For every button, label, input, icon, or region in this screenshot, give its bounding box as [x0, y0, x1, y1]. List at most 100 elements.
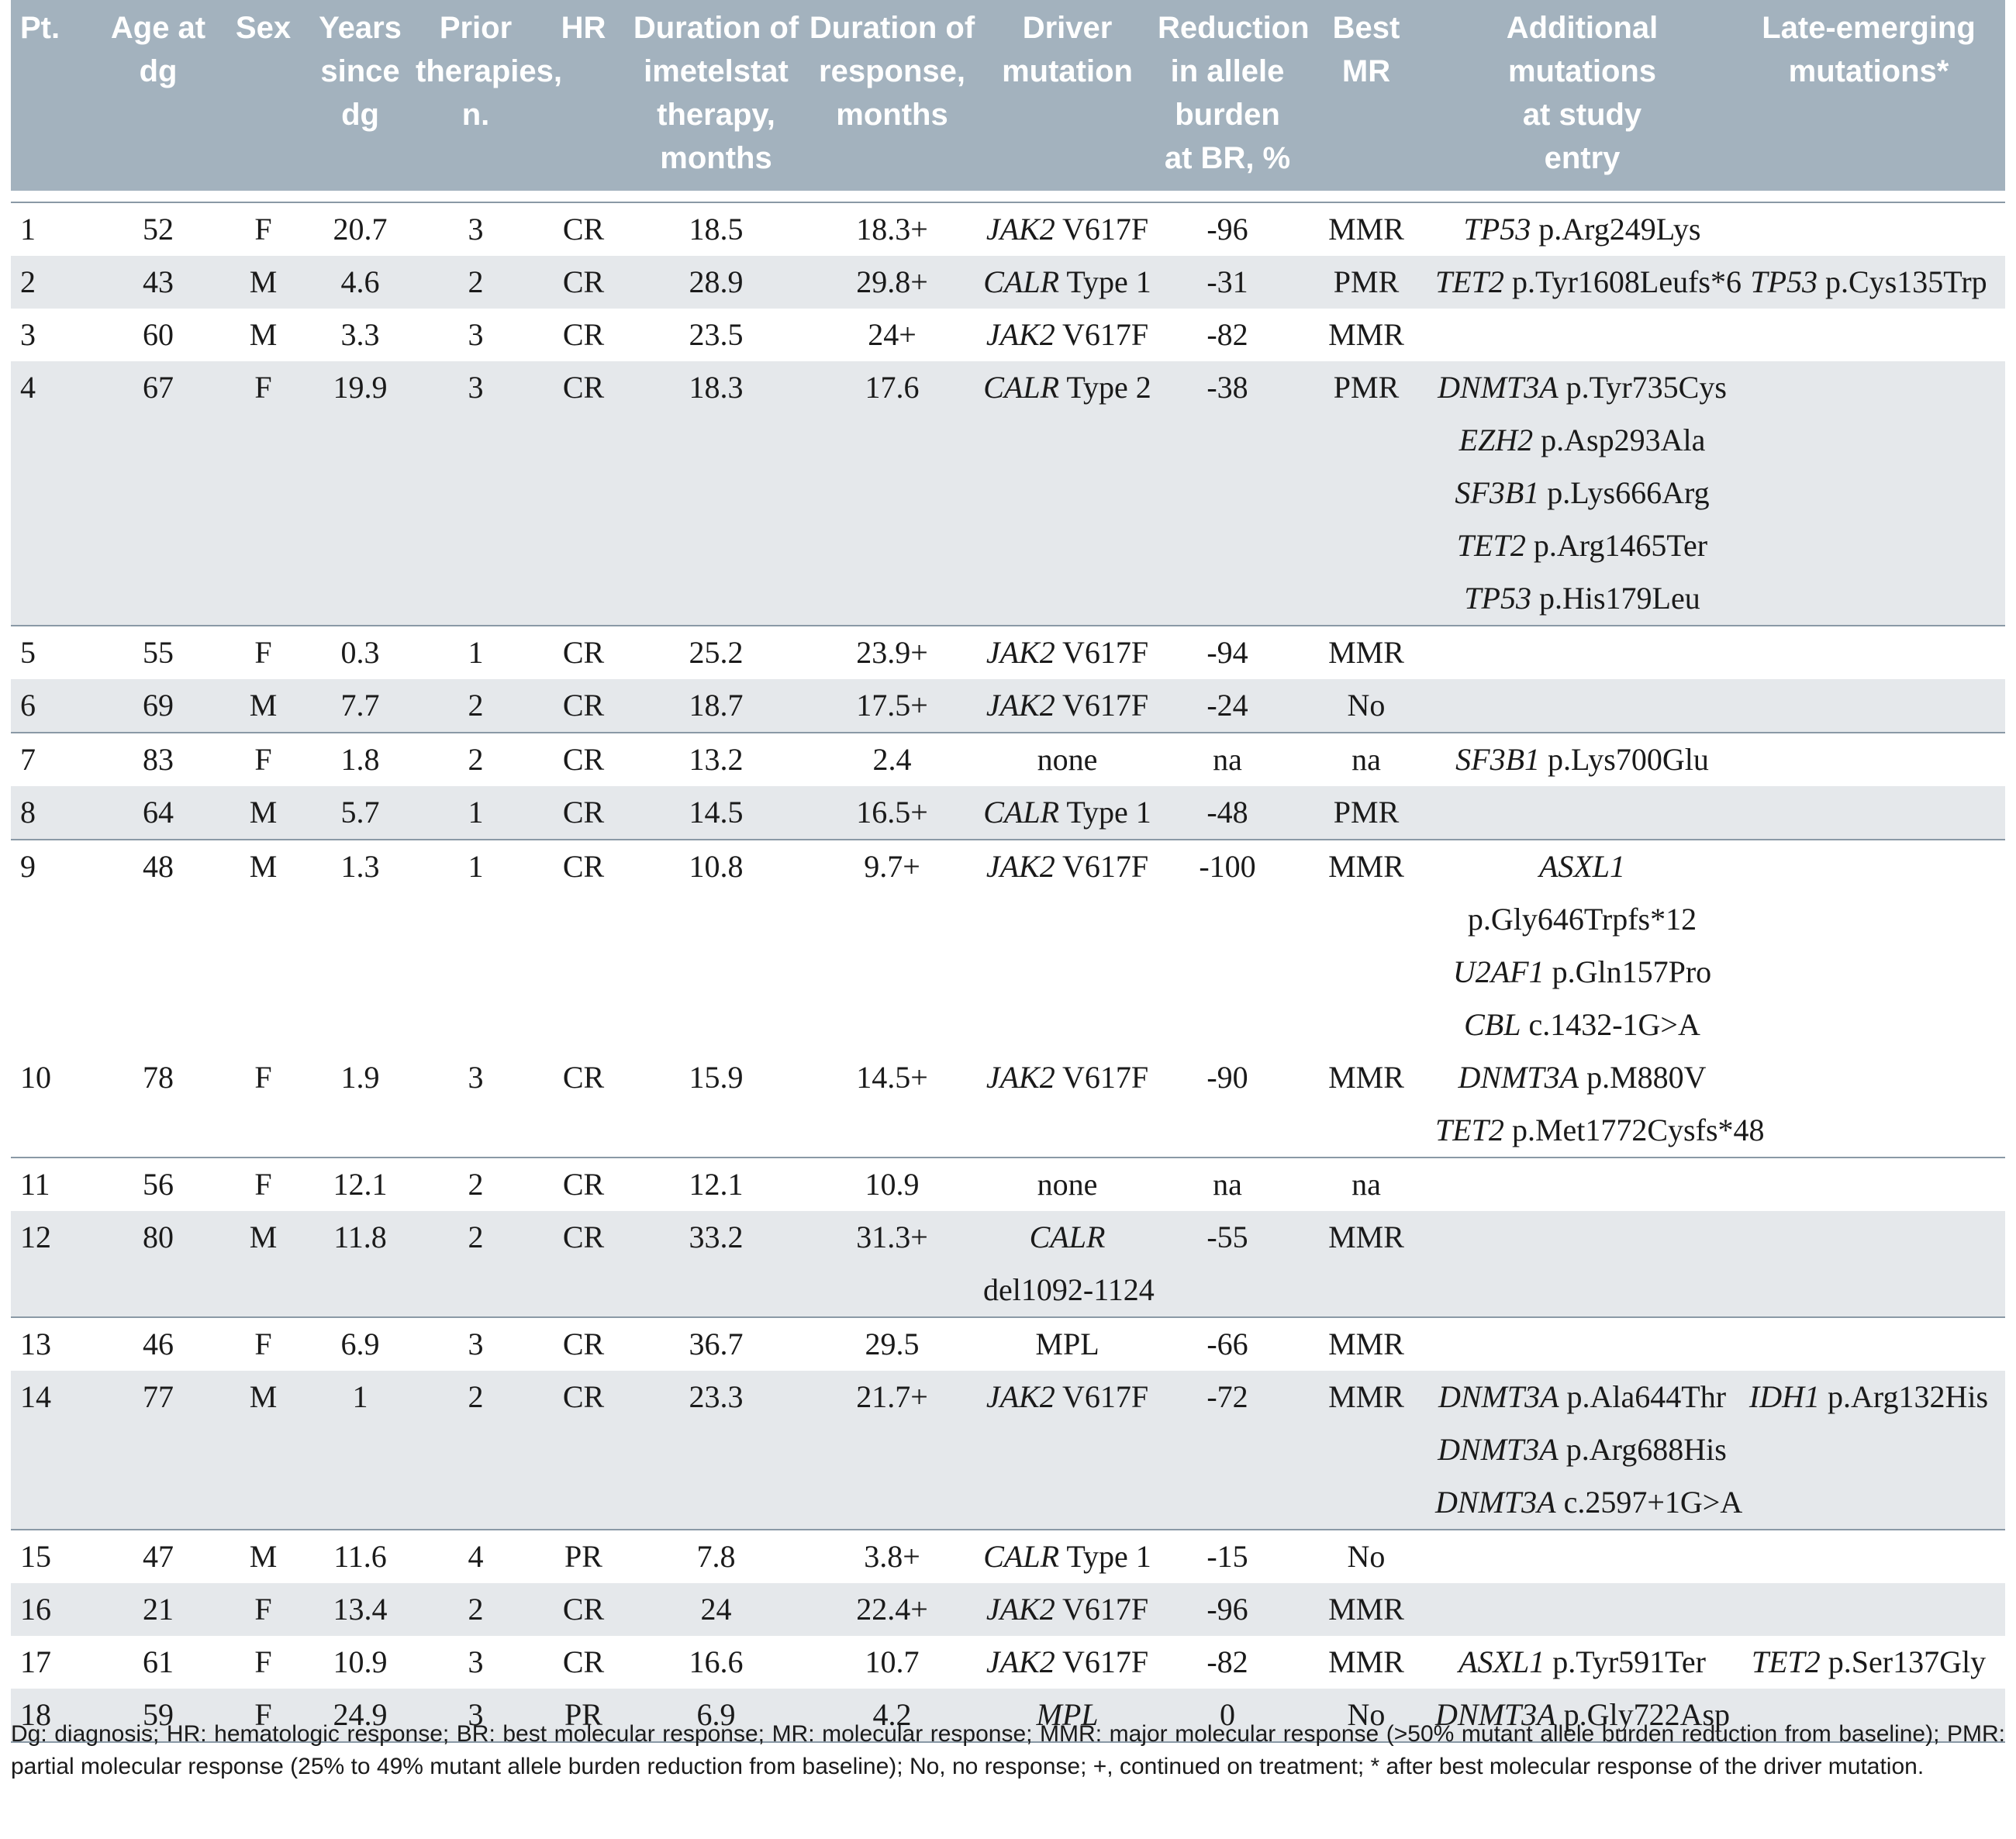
- additional-mutations-cell: [1432, 1583, 1732, 1636]
- years-cell: 4.6: [308, 256, 413, 309]
- table-row: 9 48 M 1.3 1 CR 10.8 9.7+ JAK2 V617F -100 MMR ASXL1…: [11, 839, 2005, 1051]
- gene-name: U2AF1: [1452, 954, 1545, 989]
- reduction-cell: -96: [1155, 1583, 1300, 1636]
- variant-name: p.Ala644Thr: [1566, 1379, 1727, 1414]
- additional-mutations-cell: [1432, 679, 1732, 733]
- header-line: therapies,: [416, 54, 562, 88]
- age-cell: 64: [98, 786, 219, 840]
- variant-name: c.2597+1G>A: [1563, 1485, 1743, 1520]
- gene-name: JAK2: [986, 635, 1055, 670]
- header-line: mutation: [1002, 54, 1133, 88]
- header-prior-therapies: Prior therapies, n.: [413, 0, 562, 191]
- pt-cell: 16: [11, 1583, 98, 1636]
- variant-name: p.Arg132His: [1828, 1379, 1989, 1414]
- header-line: since: [320, 54, 400, 88]
- gene-name: SF3B1: [1455, 475, 1540, 510]
- age-cell: 47: [98, 1529, 219, 1583]
- best-mr-cell: MMR: [1300, 202, 1432, 256]
- table-row: 16 21 F 13.4 2 CR 24 22.4+ JAK2 V617F -96 MMR: [11, 1583, 2005, 1636]
- mutation-line: p.Gly646Trpfs*12: [1435, 893, 1729, 946]
- additional-mutations-cell: ASXL1 p.Gly646Trpfs*12 U2AF1 p.Gln157Pro CB…: [1432, 839, 1732, 1051]
- therapy-duration-cell: 6.9: [628, 1689, 804, 1743]
- years-cell: 6.9: [308, 1316, 413, 1371]
- header-line: Late-emerging: [1762, 11, 1976, 45]
- prior-cell: 1: [413, 839, 539, 1051]
- pt-cell: 13: [11, 1316, 98, 1371]
- sex-cell: F: [219, 1051, 308, 1158]
- hr-cell: CR: [539, 202, 628, 256]
- late-mutations-cell: IDH1 p.Arg132His: [1732, 1371, 2005, 1530]
- variant-name: p.Met1772Cysfs*48: [1511, 1113, 1765, 1147]
- variant-name: V617F: [1062, 1644, 1149, 1679]
- years-cell: 13.4: [308, 1583, 413, 1636]
- header-line: Sex: [235, 11, 292, 45]
- header-line: in allele: [1170, 54, 1285, 88]
- driver-mutation-cell: CALR Type 2: [980, 361, 1155, 626]
- variant-name: p.Ser137Gly: [1828, 1644, 1987, 1679]
- mutation-line: JAK2 V617F: [983, 1636, 1151, 1689]
- response-duration-cell: 4.2: [804, 1689, 980, 1743]
- table-container: Pt. Age at dg Sex Years since dg Prior therapies…: [11, 0, 2005, 1743]
- best-mr-cell: MMR: [1300, 1051, 1432, 1158]
- variant-name: p.Asp293Ala: [1541, 423, 1706, 457]
- header-duration-imetelstat: Duration of imetelstat therapy, months: [628, 0, 804, 191]
- variant-name: V617F: [1062, 849, 1149, 884]
- header-spacer: [11, 191, 2005, 203]
- gene-name: CALR: [983, 1539, 1060, 1574]
- header-age-at-dg: Age at dg: [98, 0, 219, 191]
- age-cell: 59: [98, 1689, 219, 1743]
- age-cell: 61: [98, 1636, 219, 1689]
- header-line: Duration of: [633, 11, 799, 45]
- mutation-line: JAK2 V617F: [983, 679, 1151, 732]
- age-cell: 46: [98, 1316, 219, 1371]
- therapy-duration-cell: 28.9: [628, 256, 804, 309]
- pt-cell: 11: [11, 1157, 98, 1211]
- prior-cell: 2: [413, 1211, 539, 1317]
- sex-cell: M: [219, 1211, 308, 1317]
- driver-mutation-cell: CALR del1092-1124: [980, 1211, 1155, 1317]
- header-pt: Pt.: [11, 0, 98, 191]
- prior-cell: 3: [413, 1689, 539, 1743]
- mutation-line: JAK2 V617F: [983, 309, 1151, 361]
- prior-cell: 2: [413, 1583, 539, 1636]
- best-mr-cell: No: [1300, 1529, 1432, 1583]
- pt-cell: 1: [11, 202, 98, 256]
- mutation-line: TP53 p.Arg249Lys: [1435, 203, 1729, 256]
- driver-mutation-cell: MPL: [980, 1689, 1155, 1743]
- response-duration-cell: 18.3+: [804, 202, 980, 256]
- reduction-cell: -55: [1155, 1211, 1300, 1317]
- mutation-line: TET2 p.Arg1465Ter: [1435, 519, 1729, 572]
- header-line: Years: [319, 11, 402, 45]
- variant-name: c.1432-1G>A: [1528, 1007, 1700, 1042]
- reduction-cell: -94: [1155, 625, 1300, 679]
- reduction-cell: -31: [1155, 256, 1300, 309]
- age-cell: 21: [98, 1583, 219, 1636]
- reduction-cell: -96: [1155, 202, 1300, 256]
- gene-name: JAK2: [986, 1592, 1055, 1627]
- therapy-duration-cell: 12.1: [628, 1157, 804, 1211]
- header-late-emerging-mutations: Late-emerging mutations*: [1732, 0, 2005, 191]
- gene-name: CBL: [1464, 1007, 1521, 1042]
- variant-name: p.Cys135Trp: [1825, 264, 1987, 299]
- therapy-duration-cell: 15.9: [628, 1051, 804, 1158]
- mutation-line: CALR: [983, 1211, 1151, 1264]
- prior-cell: 1: [413, 786, 539, 840]
- therapy-duration-cell: 14.5: [628, 786, 804, 840]
- mutation-line: IDH1 p.Arg132His: [1735, 1371, 2002, 1423]
- variant-name: p.Arg688His: [1566, 1432, 1727, 1467]
- response-duration-cell: 31.3+: [804, 1211, 980, 1317]
- header-line: therapy,: [657, 98, 775, 132]
- prior-cell: 3: [413, 202, 539, 256]
- variant-name: p.Tyr1608Leufs*6: [1511, 264, 1742, 299]
- variant-name: p.Arg249Lys: [1538, 212, 1701, 247]
- table-row: 7 83 F 1.8 2 CR 13.2 2.4 none na na SF3B1 p.Lys700G…: [11, 732, 2005, 786]
- prior-cell: 2: [413, 1157, 539, 1211]
- hr-cell: CR: [539, 1371, 628, 1530]
- gene-name: DNMT3A: [1438, 1379, 1559, 1414]
- header-line: burden: [1175, 98, 1280, 132]
- pt-cell: 12: [11, 1211, 98, 1317]
- hr-cell: CR: [539, 786, 628, 840]
- response-duration-cell: 17.6: [804, 361, 980, 626]
- years-cell: 20.7: [308, 202, 413, 256]
- therapy-duration-cell: 24: [628, 1583, 804, 1636]
